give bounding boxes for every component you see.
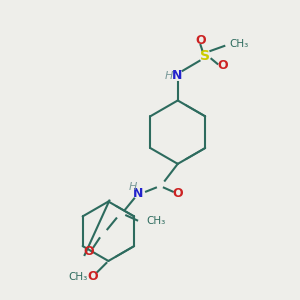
Text: CH₃: CH₃ <box>68 272 88 282</box>
Text: O: O <box>195 34 206 46</box>
Text: O: O <box>172 187 183 200</box>
Text: O: O <box>83 244 94 258</box>
Text: O: O <box>217 59 228 72</box>
Text: CH₃: CH₃ <box>229 39 248 49</box>
Text: N: N <box>172 69 182 82</box>
Text: N: N <box>133 187 143 200</box>
Text: H: H <box>129 182 137 192</box>
Text: O: O <box>87 270 98 283</box>
Text: CH₃: CH₃ <box>146 216 165 226</box>
Text: H: H <box>165 71 173 81</box>
Text: S: S <box>200 49 211 63</box>
